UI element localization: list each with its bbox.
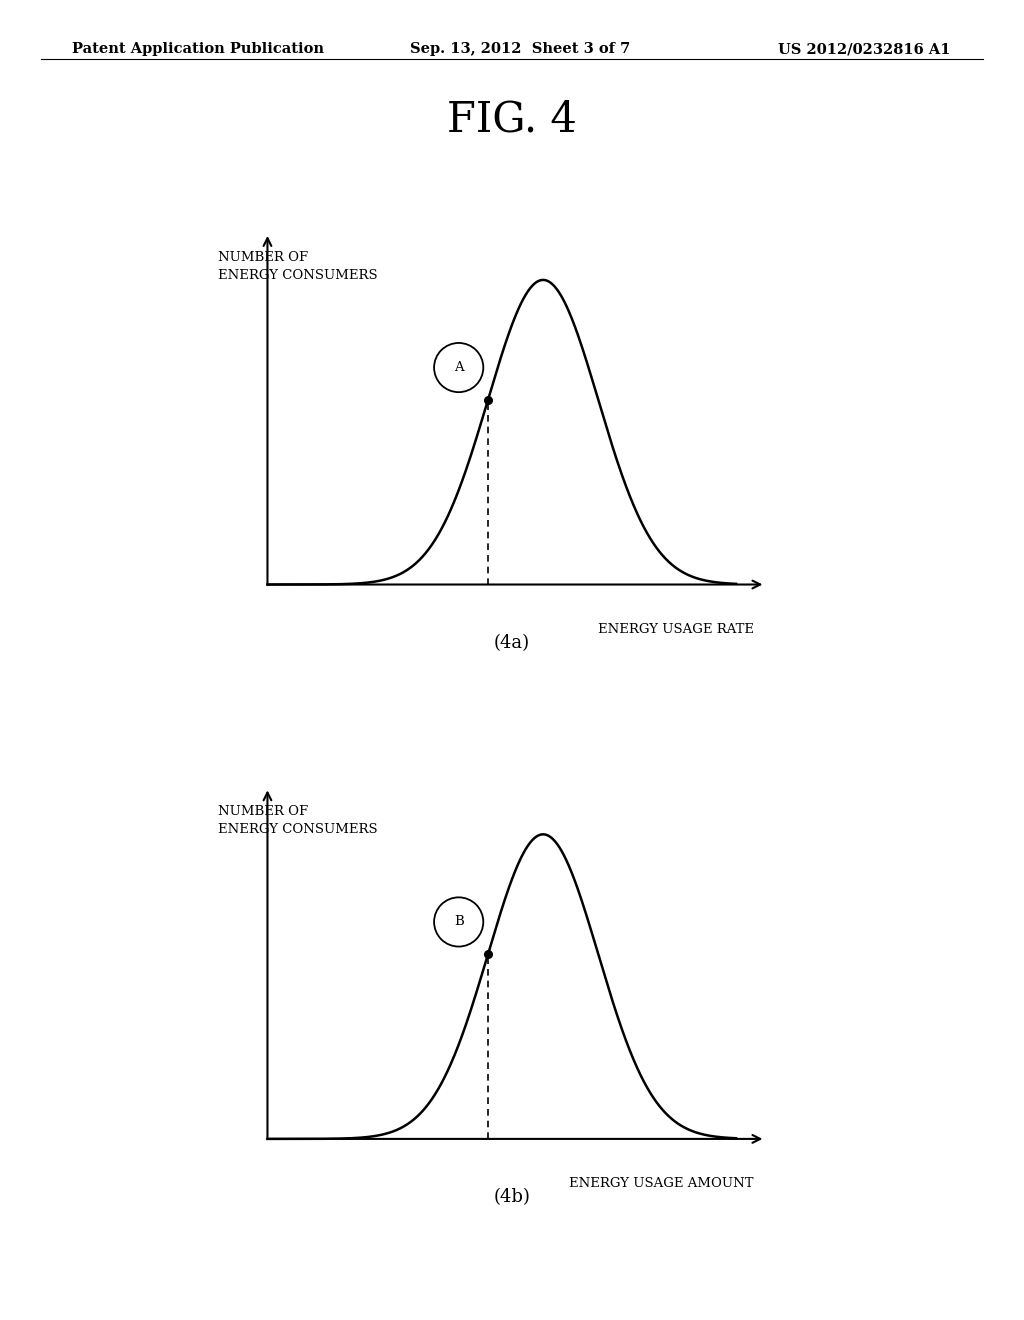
Text: ENERGY USAGE AMOUNT: ENERGY USAGE AMOUNT [569, 1177, 754, 1191]
Text: (4a): (4a) [494, 634, 530, 652]
Text: ENERGY USAGE RATE: ENERGY USAGE RATE [598, 623, 754, 636]
Text: NUMBER OF
ENERGY CONSUMERS: NUMBER OF ENERGY CONSUMERS [218, 251, 377, 281]
Text: (4b): (4b) [494, 1188, 530, 1206]
Text: Patent Application Publication: Patent Application Publication [72, 42, 324, 57]
Text: Sep. 13, 2012  Sheet 3 of 7: Sep. 13, 2012 Sheet 3 of 7 [410, 42, 630, 57]
Text: A: A [454, 362, 464, 374]
Text: FIG. 4: FIG. 4 [447, 99, 577, 141]
Text: NUMBER OF
ENERGY CONSUMERS: NUMBER OF ENERGY CONSUMERS [218, 805, 377, 836]
Text: B: B [454, 916, 464, 928]
Text: US 2012/0232816 A1: US 2012/0232816 A1 [778, 42, 950, 57]
